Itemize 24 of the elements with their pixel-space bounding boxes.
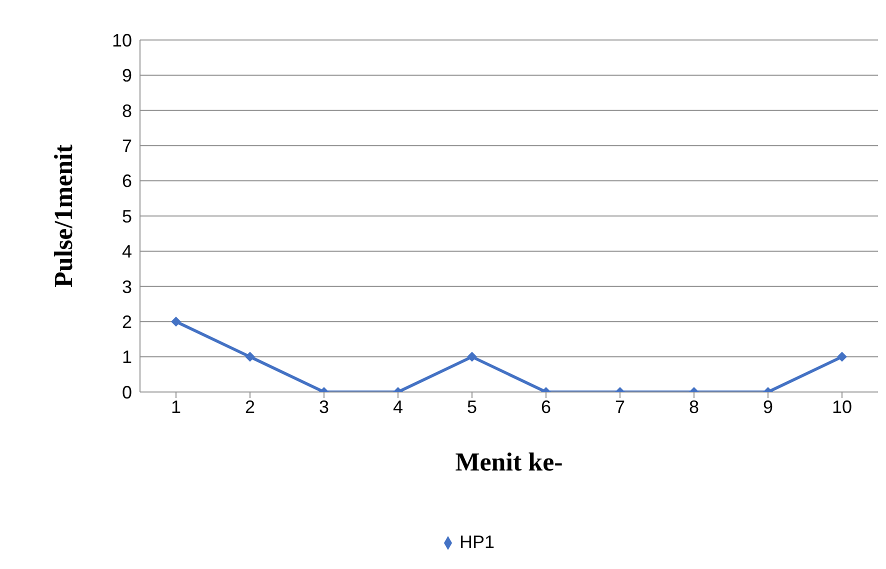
x-tick-label: 6	[540, 396, 552, 417]
x-tick-label: 9	[762, 396, 774, 417]
x-tick-label: 10	[832, 396, 852, 417]
y-tick-label: 10	[112, 30, 132, 50]
x-tick-label: 4	[392, 396, 404, 417]
x-tick-label: 1	[170, 396, 182, 417]
y-tick-label: 6	[122, 171, 132, 192]
y-tick-label: 4	[122, 242, 132, 262]
y-tick-label: 8	[122, 100, 132, 121]
x-axis-title: Menit ke-	[455, 447, 563, 476]
y-axis-title: Pulse/1menit	[49, 144, 78, 288]
y-tick-label: 3	[122, 276, 132, 297]
x-tick-label: 2	[244, 396, 256, 417]
y-tick-label: 1	[122, 347, 132, 368]
y-tick-label: 5	[122, 206, 132, 226]
x-tick-label: 7	[614, 396, 626, 417]
y-tick-label: 7	[122, 136, 132, 156]
legend-label: HP1	[459, 532, 494, 552]
y-tick-label: 0	[122, 382, 132, 402]
x-tick-label: 8	[688, 396, 700, 417]
y-tick-label: 9	[122, 66, 132, 86]
y-tick-label: 2	[122, 312, 132, 332]
x-tick-label: 3	[318, 396, 330, 417]
x-tick-label: 5	[466, 396, 478, 417]
